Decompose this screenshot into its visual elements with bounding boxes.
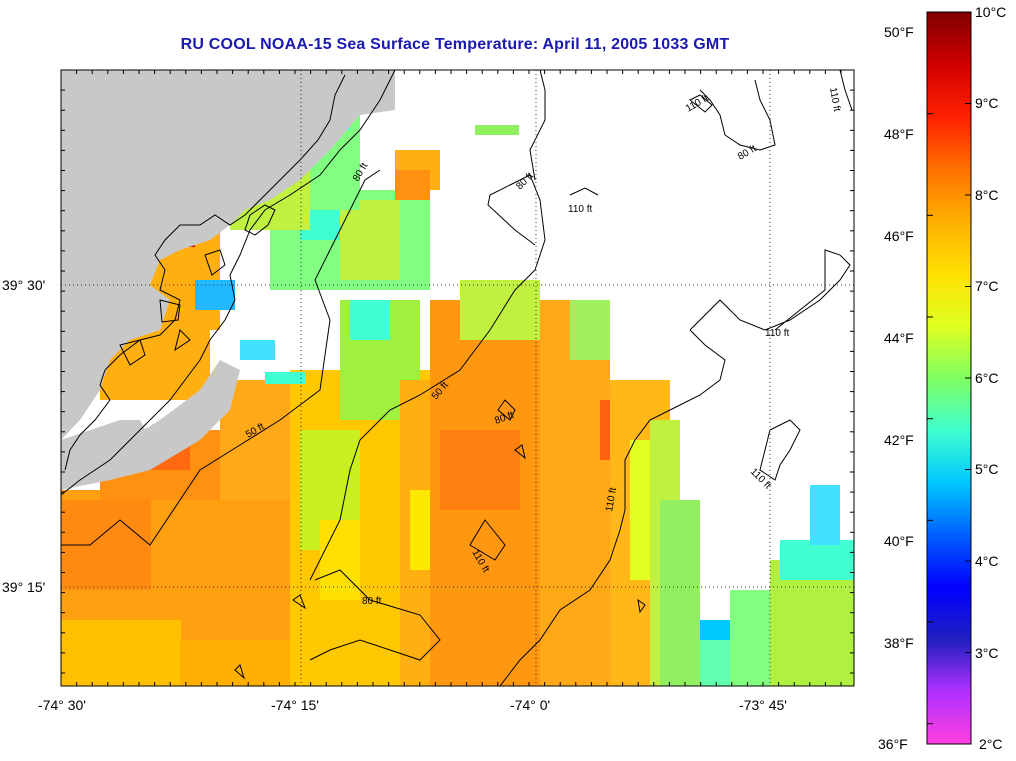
lon-label: -74° 30': [38, 697, 86, 713]
celsius-label: 4°C: [975, 553, 999, 569]
lon-label: -74° 15': [271, 697, 319, 713]
fahrenheit-label: 38°F: [884, 635, 914, 651]
fahrenheit-label: 46°F: [884, 228, 914, 244]
map-frame: [60, 69, 855, 687]
celsius-label: 5°C: [975, 461, 999, 477]
contour-label: 110 ft: [568, 204, 592, 215]
fahrenheit-label: 44°F: [884, 330, 914, 346]
fahrenheit-label: 42°F: [884, 432, 914, 448]
axis-ticks: [61, 70, 854, 686]
map-title: RU COOL NOAA-15 Sea Surface Temperature:…: [180, 36, 730, 53]
depth-contours: [61, 70, 853, 686]
fahrenheit-label: 48°F: [884, 126, 914, 142]
celsius-label: 10°C: [975, 4, 1007, 20]
colorbar: [926, 11, 972, 745]
celsius-label: 2°C: [979, 736, 1003, 752]
lon-label: -74° 0': [510, 697, 551, 713]
fahrenheit-label: 40°F: [884, 533, 914, 549]
celsius-label: 7°C: [975, 278, 999, 294]
colorbar-ticks: [927, 11, 971, 745]
lat-label: 39° 30': [2, 277, 46, 293]
lat-lon-grid: [61, 70, 854, 686]
celsius-label: 3°C: [975, 645, 999, 661]
celsius-label: 9°C: [975, 95, 999, 111]
lat-label: 39° 15': [2, 579, 46, 595]
fahrenheit-label: 36°F: [878, 736, 908, 752]
celsius-label: 6°C: [975, 370, 999, 386]
contour-label: 80 ft: [362, 596, 382, 607]
lon-label: -73° 45': [739, 697, 787, 713]
contour-label: 110 ft: [765, 328, 789, 339]
fahrenheit-label: 50°F: [884, 24, 914, 40]
contour-label: 110 ft: [604, 486, 619, 512]
contour-label: 110 ft: [827, 87, 842, 113]
land-mass: [61, 70, 395, 440]
celsius-label: 8°C: [975, 187, 999, 203]
